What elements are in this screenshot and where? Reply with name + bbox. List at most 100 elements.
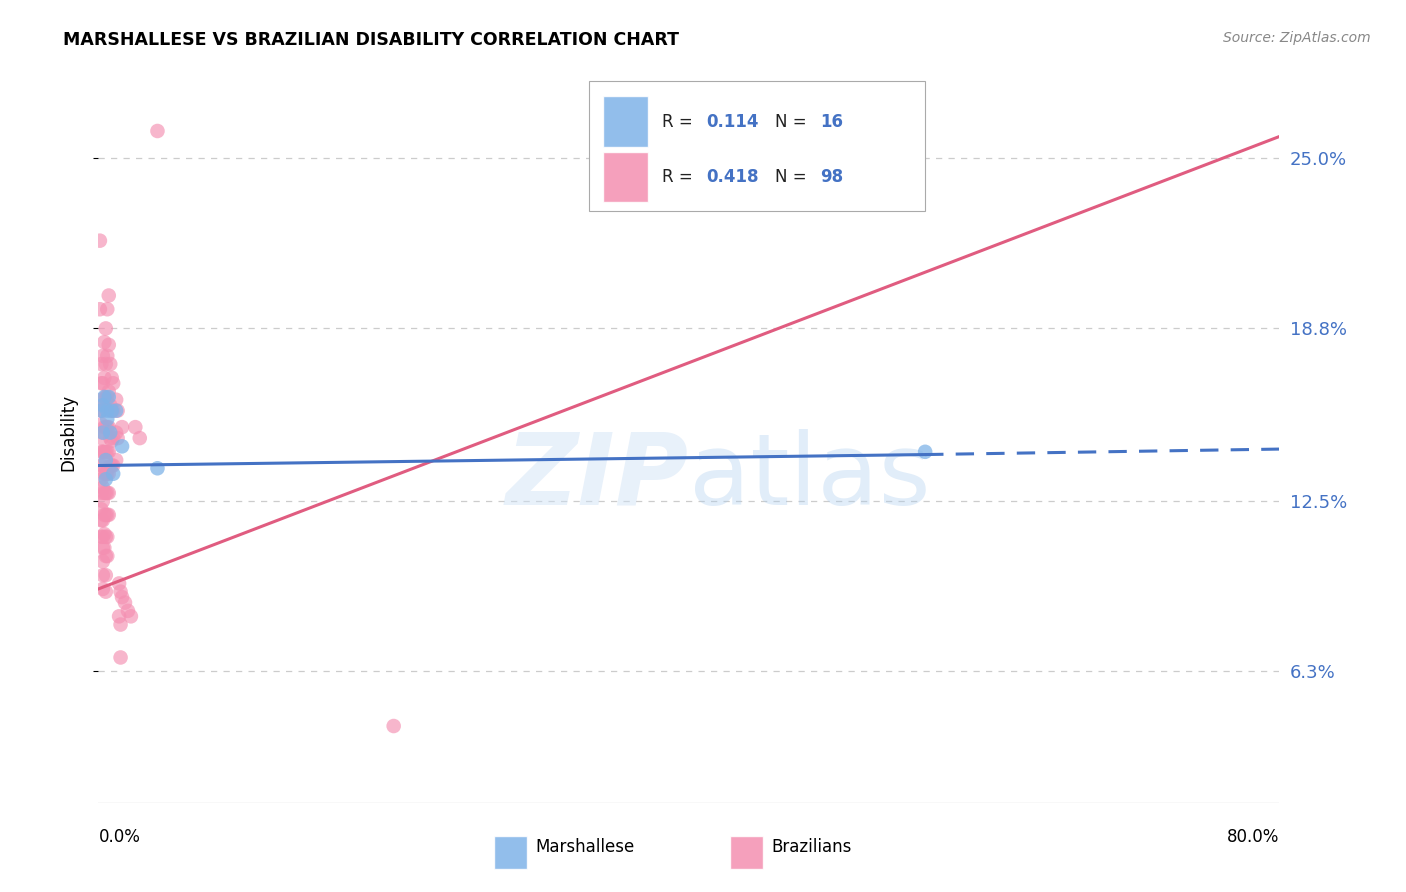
Text: MARSHALLESE VS BRAZILIAN DISABILITY CORRELATION CHART: MARSHALLESE VS BRAZILIAN DISABILITY CORR… (63, 31, 679, 49)
Point (91, 403, 114, 417)
Point (93, 467, 115, 481)
Point (103, 467, 125, 481)
Point (97, 508, 120, 522)
Point (93, 390, 115, 404)
Point (90, 513, 112, 527)
Point (108, 609, 131, 624)
Point (90, 486, 112, 500)
Point (117, 604, 139, 618)
Point (96, 508, 118, 522)
Point (90, 502, 112, 516)
Point (96, 445, 118, 459)
Point (94, 467, 117, 481)
Point (94, 420, 117, 434)
Point (96, 549, 118, 563)
Point (103, 376, 125, 391)
Point (98, 458, 121, 473)
Point (103, 403, 125, 417)
Point (91, 376, 114, 391)
Point (120, 609, 142, 624)
Point (90, 417, 112, 432)
Point (98, 425, 121, 440)
Point (90, 472, 112, 486)
Point (96, 403, 118, 417)
Point (124, 420, 146, 434)
Point (90, 376, 112, 391)
Point (98, 357, 121, 371)
Point (96, 390, 118, 404)
Point (94, 472, 117, 486)
Point (94, 453, 117, 467)
Point (97, 486, 120, 500)
Point (93, 420, 115, 434)
Text: R =: R = (662, 169, 697, 186)
Text: 98: 98 (820, 169, 844, 186)
Point (91, 513, 114, 527)
Point (146, 461, 169, 475)
Point (146, 124, 169, 138)
Text: Marshallese: Marshallese (536, 838, 634, 856)
Point (97, 338, 120, 352)
Point (91, 541, 114, 555)
Point (91, 425, 114, 440)
Point (93, 508, 115, 522)
Point (96, 486, 118, 500)
Point (382, 719, 405, 733)
Point (97, 288, 120, 302)
Point (108, 576, 131, 591)
Text: N =: N = (775, 112, 813, 130)
Point (94, 357, 117, 371)
Point (110, 584, 132, 599)
Point (94, 390, 117, 404)
Point (90, 458, 112, 473)
Point (97, 390, 120, 404)
Point (97, 420, 120, 434)
Text: 0.114: 0.114 (707, 112, 759, 130)
Point (98, 398, 121, 412)
Point (111, 420, 134, 434)
Point (89, 234, 111, 248)
Point (914, 445, 936, 459)
Point (96, 302, 118, 317)
Point (128, 431, 150, 445)
Point (114, 596, 136, 610)
Point (105, 392, 128, 407)
Point (90, 403, 112, 417)
Point (96, 467, 118, 481)
Text: Brazilians: Brazilians (772, 838, 852, 856)
Point (105, 425, 128, 440)
Point (90, 392, 112, 407)
Point (97, 467, 120, 481)
Text: Source: ZipAtlas.com: Source: ZipAtlas.com (1223, 31, 1371, 45)
Point (93, 541, 115, 555)
Point (100, 403, 122, 417)
Point (94, 584, 117, 599)
Point (91, 398, 114, 412)
Point (96, 349, 118, 363)
Point (107, 403, 129, 417)
Text: 80.0%: 80.0% (1227, 828, 1279, 846)
Point (105, 403, 128, 417)
Point (91, 349, 114, 363)
Point (100, 371, 122, 385)
Point (110, 650, 132, 665)
Point (103, 431, 125, 445)
Text: atlas: atlas (689, 428, 931, 525)
Bar (494, 836, 527, 870)
Point (91, 458, 114, 473)
Point (100, 403, 122, 417)
Point (90, 403, 112, 417)
Point (94, 568, 117, 582)
Text: N =: N = (775, 169, 813, 186)
Point (91, 480, 114, 494)
Point (97, 445, 120, 459)
Point (111, 590, 134, 604)
Point (107, 431, 129, 445)
Point (91, 494, 114, 508)
Point (96, 420, 118, 434)
Point (91, 425, 114, 440)
Point (94, 321, 117, 335)
Y-axis label: Disability: Disability (59, 394, 77, 471)
Point (90, 357, 112, 371)
Point (93, 335, 115, 350)
